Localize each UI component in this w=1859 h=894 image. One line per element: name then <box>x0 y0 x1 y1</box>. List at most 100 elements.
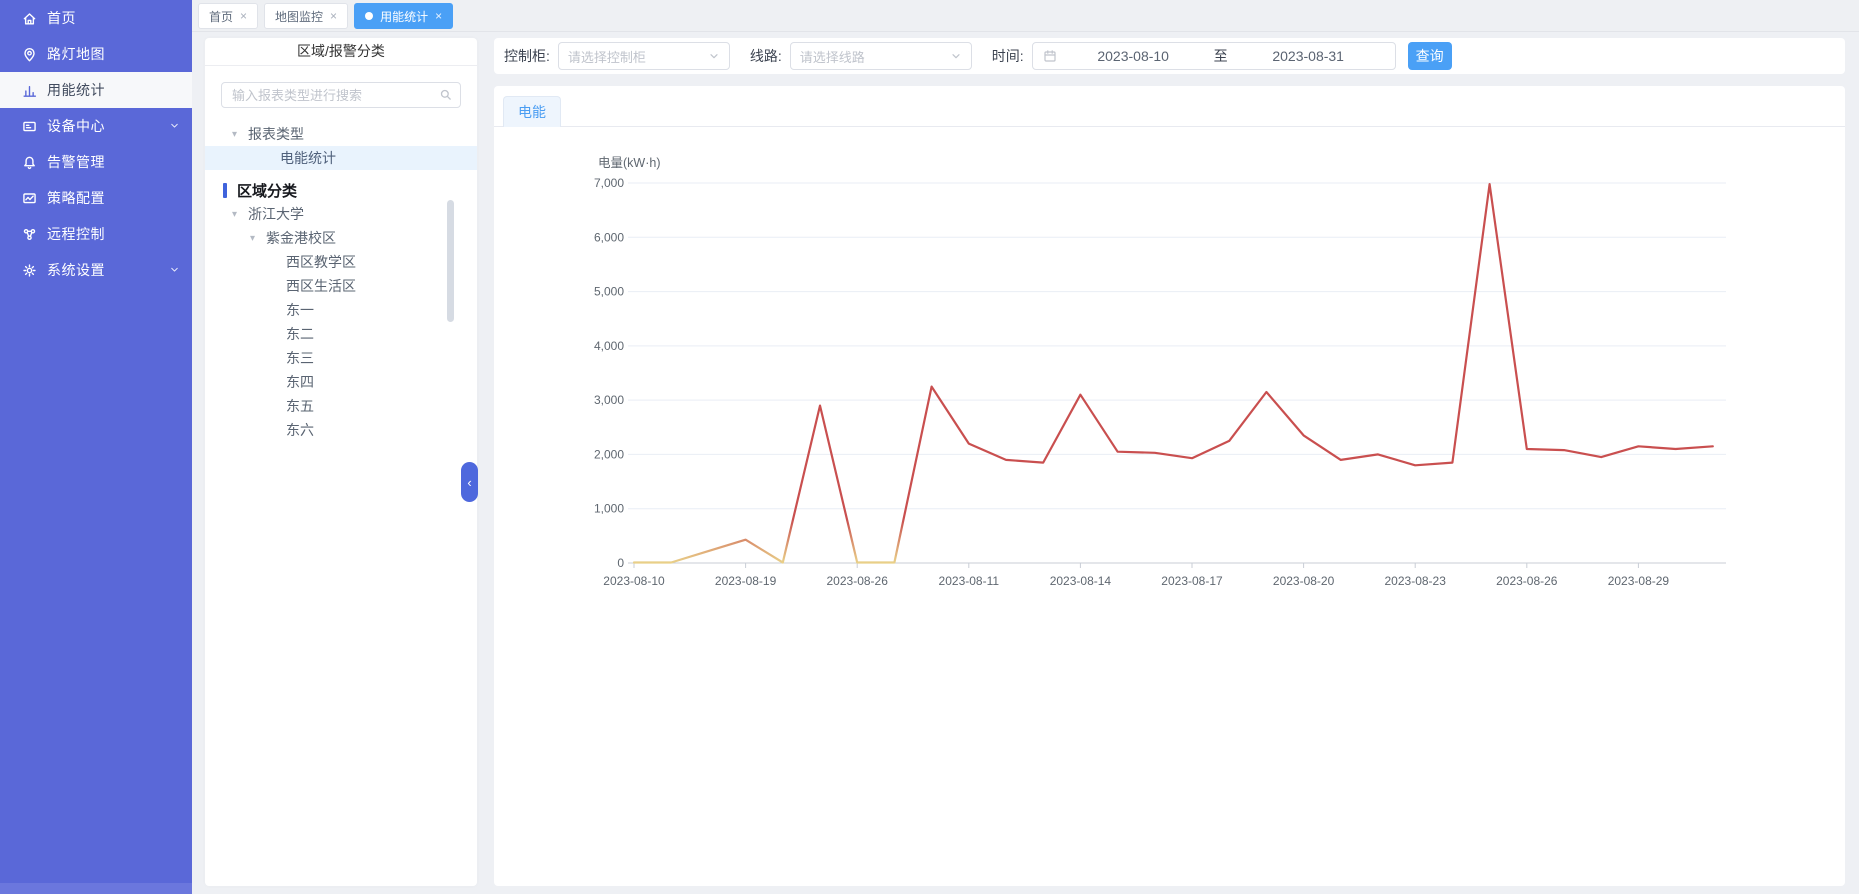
svg-text:2023-08-17: 2023-08-17 <box>1161 574 1223 588</box>
chevron-wrap <box>169 118 180 134</box>
sidebar-item-label: 策略配置 <box>47 190 105 206</box>
tab-energy[interactable]: 电能 <box>503 96 561 127</box>
page-tab[interactable]: 地图监控 × <box>264 3 349 29</box>
svg-text:4,000: 4,000 <box>594 339 624 353</box>
page-tab[interactable]: 用能统计 × <box>354 3 454 29</box>
tree-item-label: 东三 <box>286 350 314 366</box>
page-tab[interactable]: 首页 × <box>198 3 259 29</box>
caret-down-icon[interactable]: ▾ <box>250 232 256 244</box>
sidebar-item-label: 路灯地图 <box>47 46 105 62</box>
chevron-down-icon <box>710 54 718 59</box>
region-tree: ▾ 报表类型 电能统计 区域分类 ▾ 浙江大学 ▾ 紫金港校区 西区教学区 西区生活区 东一 东二 东三… <box>205 122 477 442</box>
tree-item-label: 报表类型 <box>248 126 304 142</box>
svg-text:0: 0 <box>617 556 624 570</box>
map-pin-icon <box>24 47 35 61</box>
search-box <box>221 82 461 108</box>
tree-item[interactable]: 东二 <box>205 322 477 346</box>
tree-item-label: 西区教学区 <box>286 254 356 270</box>
tree-section-header: 区域分类 <box>205 178 477 202</box>
close-icon[interactable]: × <box>330 9 338 23</box>
sidebar: 首页路灯地图用能统计 设备中心告警管理策略配置远程控制系统设置 <box>0 0 192 894</box>
svg-text:5,000: 5,000 <box>594 285 624 299</box>
cabinet-label: 控制柜: <box>504 48 550 64</box>
sidebar-item-label: 首页 <box>47 10 76 26</box>
svg-text:2023-08-11: 2023-08-11 <box>939 574 1000 588</box>
svg-text:电量(kW·h): 电量(kW·h) <box>598 156 661 170</box>
sidebar-collapse-strip[interactable] <box>0 883 192 894</box>
section-label: 区域分类 <box>237 182 298 200</box>
tree-item-label: 紫金港校区 <box>266 230 336 246</box>
svg-text:1,000: 1,000 <box>594 502 624 516</box>
calendar-icon <box>1043 49 1057 63</box>
chart-card: 电能 电量(kW·h) 0 1,000 2,000 3,000 4,000 5,000 6,0… <box>494 86 1845 886</box>
svg-text:2023-08-26: 2023-08-26 <box>1496 574 1558 588</box>
cabinet-select-placeholder: 请选择控制柜 <box>567 49 646 65</box>
tree-item[interactable]: 东五 <box>205 394 477 418</box>
svg-text:2023-08-14: 2023-08-14 <box>1050 574 1112 588</box>
home-icon <box>23 12 36 25</box>
date-range-picker[interactable]: 2023-08-10 至 2023-08-31 <box>1031 42 1396 70</box>
panel-title: 区域/报警分类 <box>205 38 477 66</box>
close-icon[interactable]: × <box>435 9 443 23</box>
gear-icon <box>23 263 36 277</box>
bar-chart-icon <box>23 85 37 97</box>
sidebar-item-label: 远程控制 <box>47 226 105 242</box>
tree-item-label: 东六 <box>286 422 314 438</box>
sidebar-item-device[interactable]: 设备中心 <box>0 108 192 144</box>
sidebar-item-label: 系统设置 <box>47 262 105 278</box>
sidebar-item-label: 告警管理 <box>47 154 105 170</box>
tree-item[interactable]: ▾ 紫金港校区 <box>205 226 477 250</box>
panel-collapse-handle[interactable]: ‹ <box>461 462 478 502</box>
remote-control-icon <box>23 228 36 240</box>
caret-down-icon[interactable]: ▾ <box>232 208 238 220</box>
time-label: 时间: <box>991 48 1024 64</box>
tree-item[interactable]: ▾ 浙江大学 <box>205 202 477 226</box>
svg-text:2,000: 2,000 <box>594 447 624 461</box>
svg-text:2023-08-19: 2023-08-19 <box>715 574 777 588</box>
caret-down-icon[interactable]: ▾ <box>232 128 238 140</box>
tab-label: 地图监控 <box>275 9 324 24</box>
tree-item-label: 东五 <box>286 398 314 414</box>
chevron-wrap <box>169 262 180 278</box>
svg-text:3,000: 3,000 <box>594 393 624 407</box>
search-input[interactable] <box>221 82 461 108</box>
sidebar-item-map-pin[interactable]: 路灯地图 <box>0 36 192 72</box>
filter-bar: 控制柜: 请选择控制柜 线路: 请选择线路 时间: 2023-08-10 至 2… <box>494 38 1845 74</box>
tree-item-label: 东一 <box>286 302 314 318</box>
device-icon <box>23 121 36 131</box>
line-select[interactable]: 请选择线路 <box>789 42 972 70</box>
search-icon <box>439 88 452 106</box>
tree-scrollbar-thumb[interactable] <box>447 200 454 322</box>
chart-tab-row: 电能 <box>494 86 1845 127</box>
chevron-down-icon <box>952 54 960 59</box>
section-bar <box>223 182 227 198</box>
svg-text:2023-08-26: 2023-08-26 <box>827 574 889 588</box>
sidebar-item-remote-control[interactable]: 远程控制 <box>0 216 192 252</box>
tree-item[interactable]: 西区生活区 <box>205 274 477 298</box>
tree-item[interactable]: 东四 <box>205 370 477 394</box>
tab-label: 用能统计 <box>380 9 429 24</box>
start-date-value[interactable]: 2023-08-10 <box>1097 48 1169 64</box>
sidebar-item-gear[interactable]: 系统设置 <box>0 252 192 288</box>
active-tab-dot-icon <box>365 12 374 20</box>
tree-item[interactable]: 东六 <box>205 418 477 442</box>
tree-item-label: 东二 <box>286 326 314 342</box>
query-button[interactable]: 查询 <box>1407 42 1452 70</box>
sidebar-item-alarm-bell[interactable]: 告警管理 <box>0 144 192 180</box>
tree-item[interactable]: 西区教学区 <box>205 250 477 274</box>
sidebar-item-bar-chart[interactable]: 用能统计 <box>0 72 192 108</box>
close-icon[interactable]: × <box>240 9 248 23</box>
svg-text:6,000: 6,000 <box>594 230 624 244</box>
cabinet-select[interactable]: 请选择控制柜 <box>557 42 730 70</box>
sidebar-item-strategy[interactable]: 策略配置 <box>0 180 192 216</box>
end-date-value[interactable]: 2023-08-31 <box>1272 48 1344 64</box>
tree-item[interactable]: 电能统计 <box>205 146 477 170</box>
tree-item[interactable]: 东一 <box>205 298 477 322</box>
svg-text:7,000: 7,000 <box>594 176 624 190</box>
tree-item-label: 电能统计 <box>280 150 336 166</box>
sidebar-item-home[interactable]: 首页 <box>0 0 192 36</box>
tree-item[interactable]: ▾ 报表类型 <box>205 122 477 146</box>
tree-item[interactable]: 东三 <box>205 346 477 370</box>
tree-item-label: 东四 <box>286 374 314 390</box>
